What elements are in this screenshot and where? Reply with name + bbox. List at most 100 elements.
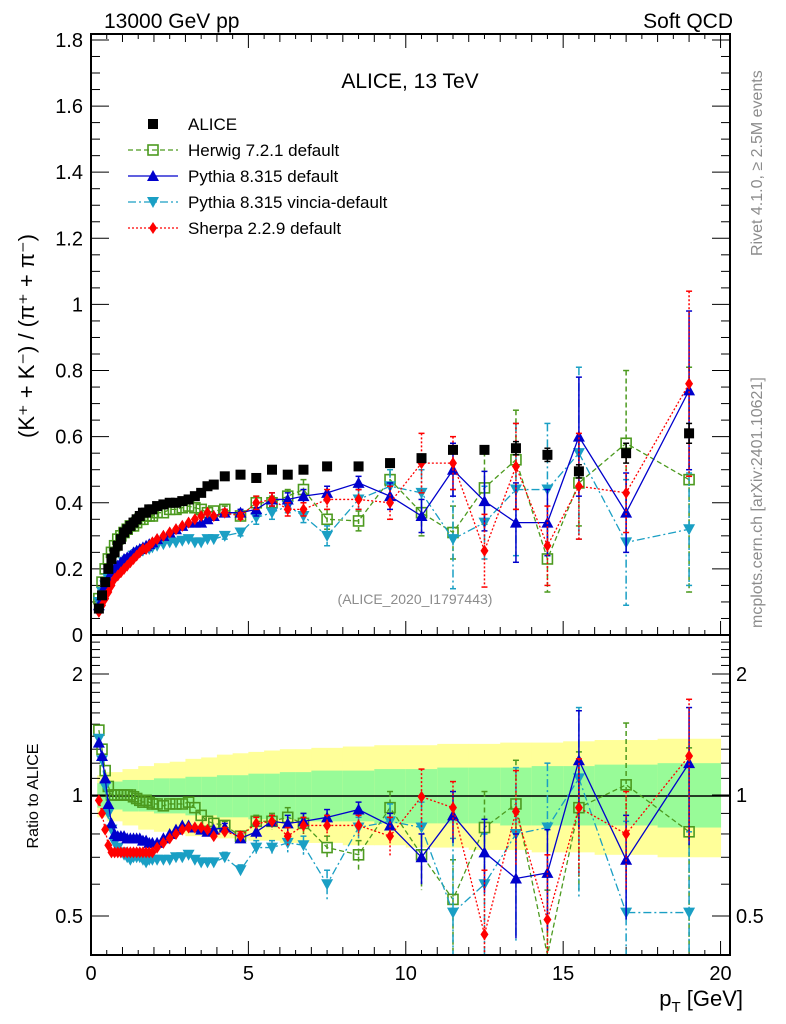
legend-marker bbox=[147, 144, 159, 156]
ratio-plot-area bbox=[92, 698, 696, 956]
data-point bbox=[683, 524, 696, 536]
legend-label: Herwig 7.2.1 default bbox=[188, 141, 339, 160]
data-point bbox=[99, 781, 112, 793]
data-point bbox=[100, 577, 111, 588]
data-point bbox=[509, 872, 522, 884]
data-point bbox=[207, 534, 220, 546]
data-point bbox=[385, 458, 396, 469]
data-point bbox=[189, 491, 200, 502]
y-tick-label: 1 bbox=[72, 294, 83, 316]
data-point bbox=[152, 501, 163, 512]
data-point bbox=[354, 819, 363, 832]
data-point bbox=[163, 854, 176, 866]
data-point bbox=[251, 472, 262, 483]
data-point bbox=[103, 563, 114, 574]
data-point bbox=[153, 533, 162, 546]
data-point bbox=[298, 464, 309, 475]
data-point bbox=[171, 523, 180, 536]
data-point bbox=[479, 444, 490, 455]
series-sherpa-2-2-9-default bbox=[94, 290, 694, 618]
data-point bbox=[209, 509, 218, 522]
data-point bbox=[197, 821, 206, 834]
data-point bbox=[171, 827, 180, 840]
data-point bbox=[195, 516, 208, 528]
data-point bbox=[416, 453, 427, 464]
data-point bbox=[218, 852, 231, 864]
data-point bbox=[297, 490, 310, 502]
ratio-uncertainty-bands bbox=[97, 738, 722, 858]
main-y-tick-labels: 0 0.2 0.4 0.6 0.8 1 1.2 1.4 1.6 1.8 bbox=[55, 30, 83, 647]
data-point bbox=[384, 819, 397, 831]
data-point bbox=[92, 736, 105, 748]
data-point bbox=[189, 801, 201, 814]
ratio-frame bbox=[90, 634, 731, 956]
x-tick-label: 20 bbox=[709, 963, 731, 985]
data-point bbox=[105, 817, 118, 829]
x-tick-label: 15 bbox=[552, 963, 574, 985]
data-point bbox=[236, 509, 245, 522]
data-point bbox=[620, 506, 633, 518]
data-point bbox=[574, 801, 583, 814]
data-point bbox=[281, 493, 294, 505]
y-tick-label: 0.5 bbox=[55, 906, 83, 928]
data-point bbox=[109, 547, 120, 558]
data-point bbox=[683, 757, 696, 769]
data-point bbox=[220, 825, 229, 838]
data-point bbox=[182, 849, 195, 861]
data-point bbox=[158, 499, 169, 510]
main-y-axis-title: (K⁺ + K⁻) / (π⁺ + π⁻) bbox=[14, 234, 39, 438]
data-point bbox=[352, 849, 365, 861]
data-point bbox=[323, 493, 332, 506]
y-tick-label: 0.8 bbox=[55, 361, 83, 383]
rivet-label: Rivet 4.1.0, ≥ 2.5M events bbox=[749, 70, 766, 256]
y-tick-label: 0.2 bbox=[55, 559, 83, 581]
data-point bbox=[203, 506, 212, 519]
data-point bbox=[176, 852, 189, 864]
header-right: Soft QCD bbox=[643, 10, 733, 33]
data-point bbox=[207, 823, 220, 835]
data-point bbox=[415, 509, 428, 521]
data-point bbox=[196, 487, 207, 498]
data-point bbox=[480, 544, 489, 557]
data-point bbox=[235, 469, 246, 480]
y-tick-label: 0.4 bbox=[55, 493, 83, 515]
legend-label: Pythia 8.315 vincia-default bbox=[188, 193, 388, 212]
data-point bbox=[321, 530, 334, 542]
y-tick-label: 1.4 bbox=[55, 162, 83, 184]
data-point bbox=[178, 519, 187, 532]
ratio-series-sherpa-2-2-9-default bbox=[94, 698, 694, 955]
data-point bbox=[163, 798, 176, 810]
data-point bbox=[620, 853, 633, 865]
data-point bbox=[415, 822, 428, 834]
y-tick-label: 0 bbox=[72, 625, 83, 647]
data-point bbox=[250, 825, 263, 837]
data-point bbox=[189, 501, 201, 514]
data-point bbox=[415, 851, 428, 863]
data-point bbox=[190, 513, 199, 526]
data-point bbox=[178, 823, 187, 836]
data-point bbox=[572, 430, 585, 442]
data-point bbox=[621, 448, 632, 459]
data-point bbox=[203, 823, 212, 836]
data-point bbox=[220, 506, 229, 519]
y-tick-label: 1.2 bbox=[55, 228, 83, 250]
data-point bbox=[683, 907, 696, 919]
header-left: 13000 GeV pp bbox=[104, 10, 239, 33]
data-point bbox=[164, 497, 175, 508]
data-point bbox=[448, 457, 457, 470]
data-point bbox=[195, 537, 208, 549]
data-point bbox=[620, 779, 632, 791]
data-point bbox=[234, 527, 247, 539]
legend-item: Sherpa 2.2.9 default bbox=[128, 219, 341, 238]
data-point bbox=[543, 539, 552, 552]
legend-item: Herwig 7.2.1 default bbox=[128, 141, 339, 160]
data-point bbox=[478, 495, 491, 507]
y-tick-label: 1.8 bbox=[55, 30, 83, 52]
data-point bbox=[447, 444, 458, 455]
data-point bbox=[352, 476, 365, 488]
data-point bbox=[151, 798, 163, 810]
legend: ALICE Herwig 7.2.1 default Pythia 8.315 de… bbox=[128, 115, 388, 238]
data-point bbox=[542, 449, 553, 460]
data-point bbox=[282, 469, 293, 480]
